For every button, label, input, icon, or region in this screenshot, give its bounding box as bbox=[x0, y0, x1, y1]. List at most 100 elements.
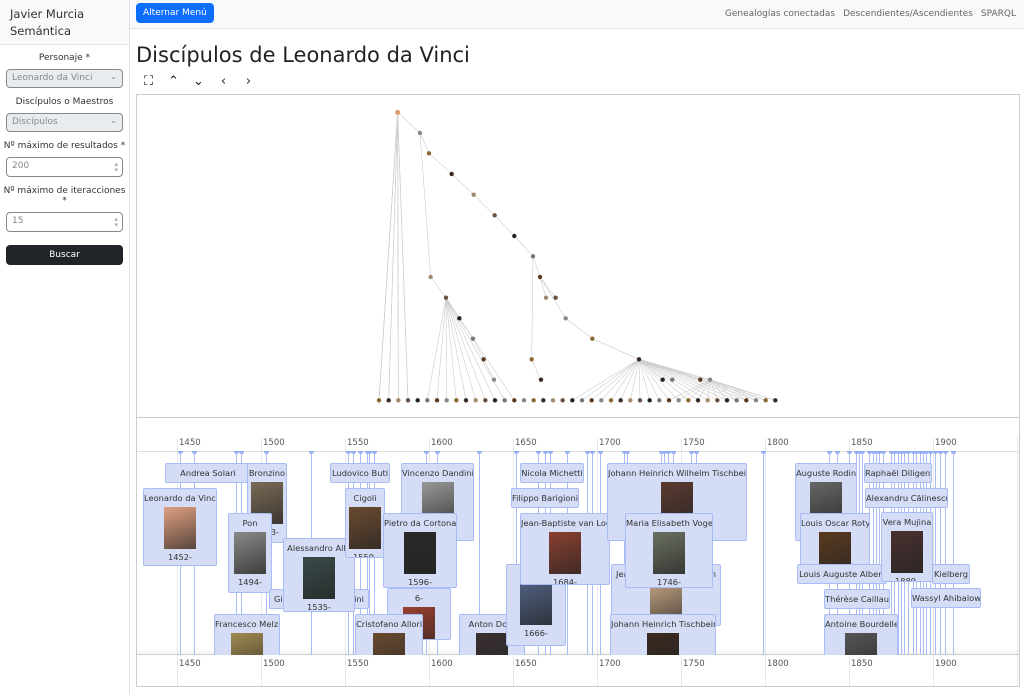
timeline-marker-dot[interactable] bbox=[435, 451, 441, 454]
graph-node[interactable] bbox=[471, 192, 476, 197]
graph-node[interactable] bbox=[537, 274, 543, 280]
timeline-item[interactable]: Wassyl Ahibalow bbox=[911, 588, 981, 608]
graph-node[interactable] bbox=[428, 274, 433, 280]
graph-node[interactable] bbox=[724, 398, 730, 403]
graph-node[interactable] bbox=[512, 398, 517, 403]
graph-node[interactable] bbox=[454, 398, 459, 403]
graph-node[interactable] bbox=[543, 295, 549, 300]
timeline-item[interactable]: Cigoli 1559- bbox=[345, 488, 385, 558]
timeline-marker-dot[interactable] bbox=[621, 451, 627, 454]
graph-node[interactable] bbox=[563, 316, 568, 321]
graph-node[interactable] bbox=[666, 398, 672, 403]
spinner-icon[interactable]: ▴ ▾ bbox=[114, 160, 118, 174]
timeline-marker-dot[interactable] bbox=[951, 451, 957, 454]
chevron-up-icon[interactable]: ⌃ bbox=[168, 74, 179, 89]
timeline-marker-dot[interactable] bbox=[853, 451, 859, 454]
timeline-marker-dot[interactable] bbox=[889, 451, 894, 454]
timeline-item[interactable]: Filippo Barigioni bbox=[511, 488, 579, 508]
timeline-marker-dot[interactable] bbox=[910, 451, 916, 454]
timeline-item[interactable]: Francesco Melzi bbox=[214, 614, 280, 655]
timeline-item[interactable]: Jean-Baptiste van Loo 1684- bbox=[520, 513, 610, 585]
timeline-marker-dot[interactable] bbox=[847, 451, 852, 454]
graph-node[interactable] bbox=[376, 398, 382, 403]
timeline-marker-dot[interactable] bbox=[694, 451, 700, 454]
graph-node[interactable] bbox=[443, 295, 449, 300]
graph-node[interactable] bbox=[744, 398, 749, 403]
personaje-select[interactable]: Leonardo da Vinci ⌄ bbox=[6, 69, 123, 88]
timeline-marker-dot[interactable] bbox=[932, 451, 938, 454]
timeline-item[interactable]: Alessandro Allo 1535- bbox=[283, 538, 355, 612]
nav-descendientes[interactable]: Descendientes/Ascendientes bbox=[843, 9, 973, 19]
timeline-item[interactable]: Cristofano Allori bbox=[355, 614, 423, 655]
timeline-item[interactable]: Raphaël Diligent bbox=[864, 463, 932, 483]
graph-node[interactable] bbox=[531, 398, 536, 403]
graph-node[interactable] bbox=[695, 398, 701, 403]
timeline-marker-dot[interactable] bbox=[942, 451, 948, 454]
timeline-item[interactable]: Antoine Bourdelle bbox=[824, 614, 898, 655]
timeline-marker-dot[interactable] bbox=[867, 451, 873, 454]
graph-node[interactable] bbox=[512, 233, 517, 239]
timeline-marker-dot[interactable] bbox=[857, 451, 863, 454]
network-fit-icon[interactable]: ⛶ bbox=[143, 74, 154, 89]
graph-node[interactable] bbox=[763, 398, 768, 403]
graph-node[interactable] bbox=[405, 398, 411, 403]
graph-node[interactable] bbox=[415, 398, 420, 403]
graph-node[interactable] bbox=[502, 398, 507, 403]
graph-node[interactable] bbox=[434, 398, 440, 403]
graph-node[interactable] bbox=[457, 316, 462, 321]
graph-node[interactable] bbox=[570, 398, 575, 403]
network-graph[interactable] bbox=[136, 94, 1020, 417]
timeline-marker-dot[interactable] bbox=[835, 451, 841, 454]
graph-node[interactable] bbox=[521, 398, 527, 403]
timeline-marker-dot[interactable] bbox=[670, 451, 676, 454]
graph-node[interactable] bbox=[529, 357, 534, 362]
timeline-marker-dot[interactable] bbox=[536, 451, 542, 454]
timeline-item[interactable]: Andrea Solari bbox=[165, 463, 251, 483]
graph-node[interactable] bbox=[396, 398, 401, 403]
tipo-select[interactable]: Discípulos ⌄ bbox=[6, 113, 123, 132]
graph-node[interactable] bbox=[660, 377, 665, 382]
graph-node[interactable] bbox=[481, 357, 486, 362]
timeline-item[interactable]: Ludovico Buti bbox=[330, 463, 390, 483]
toggle-menu-button[interactable]: Alternar Menú bbox=[136, 3, 214, 23]
timeline-marker-dot[interactable] bbox=[625, 451, 631, 454]
graph-node[interactable] bbox=[483, 398, 488, 403]
graph-node[interactable] bbox=[753, 398, 759, 403]
chevron-right-icon[interactable]: › bbox=[245, 74, 252, 89]
graph-node[interactable] bbox=[590, 336, 595, 341]
graph-node[interactable] bbox=[707, 377, 713, 382]
graph-node[interactable] bbox=[426, 151, 432, 156]
timeline-marker-dot[interactable] bbox=[914, 451, 920, 454]
timeline-marker-dot[interactable] bbox=[880, 451, 886, 454]
graph-node[interactable] bbox=[560, 398, 565, 403]
graph-node[interactable] bbox=[463, 398, 469, 403]
timeline-marker-dot[interactable] bbox=[658, 451, 664, 454]
timeline-item[interactable]: Kielberg bbox=[932, 564, 970, 584]
graph-node[interactable] bbox=[550, 398, 556, 403]
timeline-marker-dot[interactable] bbox=[920, 451, 926, 454]
timeline-marker-dot[interactable] bbox=[191, 451, 197, 454]
timeline-marker-dot[interactable] bbox=[589, 451, 595, 454]
timeline[interactable]: 1450 1450 1500 1500 1550 1550 1600 1600 1650 1650… bbox=[136, 417, 1020, 687]
buscar-button[interactable]: Buscar bbox=[6, 245, 123, 265]
nav-sparql[interactable]: SPARQL bbox=[980, 9, 1016, 19]
timeline-marker-dot[interactable] bbox=[584, 451, 590, 454]
timeline-marker-dot[interactable] bbox=[899, 451, 905, 454]
timeline-marker-dot[interactable] bbox=[826, 451, 832, 454]
graph-node[interactable] bbox=[589, 398, 594, 403]
graph-node[interactable] bbox=[444, 398, 449, 403]
graph-node[interactable] bbox=[698, 377, 703, 382]
timeline-marker-dot[interactable] bbox=[366, 451, 372, 454]
timeline-marker-dot[interactable] bbox=[905, 451, 911, 454]
graph-node[interactable] bbox=[676, 398, 681, 403]
graph-node[interactable] bbox=[541, 398, 546, 403]
timeline-item[interactable]: Thérèse Caillaux bbox=[824, 589, 890, 609]
graph-node[interactable] bbox=[491, 377, 497, 382]
timeline-marker-dot[interactable] bbox=[351, 451, 357, 454]
timeline-item[interactable]: Johann Heinrich Tischbein bbox=[610, 614, 716, 655]
timeline-marker-dot[interactable] bbox=[892, 451, 898, 454]
graph-node[interactable] bbox=[734, 398, 739, 403]
graph-node[interactable] bbox=[538, 377, 544, 382]
timeline-marker-dot[interactable] bbox=[895, 451, 901, 454]
timeline-item[interactable]: Vera Mujina 1889- bbox=[881, 512, 933, 582]
